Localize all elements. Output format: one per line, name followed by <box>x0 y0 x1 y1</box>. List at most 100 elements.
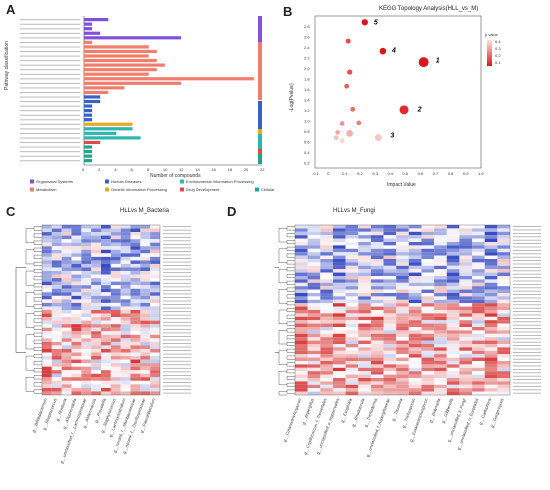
heatmap-cell <box>110 278 121 282</box>
heatmap-cell <box>370 367 384 372</box>
heatmap-cell <box>101 327 111 332</box>
heatmap-cell <box>434 340 447 344</box>
heatmap-cell <box>42 288 52 293</box>
heatmap-cell <box>71 380 82 385</box>
heatmap-cell <box>408 320 422 324</box>
heatmap-cell <box>421 378 435 382</box>
heatmap-cell <box>421 296 435 300</box>
heatmap-row-label <box>163 339 191 341</box>
heatmap-cell <box>497 225 510 229</box>
heatmap-cell <box>101 292 111 296</box>
heatmap-cell <box>421 371 435 375</box>
heatmap-cell <box>120 235 131 240</box>
heatmap-row-label <box>513 229 541 231</box>
heatmap-cell <box>91 387 101 392</box>
panel-a-group-strip <box>258 42 262 100</box>
heatmap-cell <box>446 252 460 256</box>
heatmap-row-label <box>163 272 191 274</box>
heatmap-cell <box>332 347 346 351</box>
heatmap-cell <box>140 246 151 250</box>
dendrogram-branch <box>278 228 287 243</box>
heatmap-cell <box>130 320 141 325</box>
heatmap-cell <box>150 288 160 293</box>
heatmap-cell <box>472 303 485 307</box>
heatmap-cell <box>150 302 160 307</box>
heatmap-row-label <box>163 392 191 394</box>
heatmap-cell <box>446 364 460 368</box>
heatmap-cell <box>408 337 422 341</box>
heatmap-cell <box>42 263 52 268</box>
heatmap-cell <box>484 354 498 358</box>
heatmap-column-label: g__Cadophora <box>478 397 492 425</box>
heatmap-cell <box>370 262 384 266</box>
heatmap-cell <box>345 269 359 273</box>
heatmap-cell <box>295 344 308 348</box>
heatmap-cell <box>396 371 409 375</box>
heatmap-cell <box>150 278 160 282</box>
heatmap-cell <box>101 285 111 289</box>
heatmap-cell <box>497 316 510 321</box>
heatmap-cell <box>358 252 371 256</box>
heatmap-cell <box>472 279 485 283</box>
heatmap-cell <box>459 357 473 361</box>
heatmap-cell <box>345 350 359 355</box>
heatmap-cell <box>110 348 121 353</box>
heatmap-cell <box>459 306 473 310</box>
heatmap-cell <box>51 324 62 328</box>
panel-a-bar <box>84 22 93 26</box>
heatmap-cell <box>81 320 92 325</box>
heatmap-cell <box>150 256 160 261</box>
heatmap-cell <box>345 327 359 331</box>
heatmap-cell <box>345 313 359 317</box>
heatmap-cell <box>472 313 485 317</box>
panel-a-bar <box>84 136 141 140</box>
panel-a-category-label <box>20 114 80 116</box>
heatmap-cell <box>472 350 485 355</box>
panel-b-point <box>345 38 351 44</box>
heatmap-cell <box>370 384 384 389</box>
heatmap-cell <box>150 260 160 264</box>
heatmap-cell <box>91 327 101 332</box>
heatmap-cell <box>110 352 121 357</box>
heatmap-cell <box>150 377 160 381</box>
heatmap-row-label <box>163 385 191 387</box>
heatmap-row-label <box>513 232 541 234</box>
heatmap-cell <box>497 265 510 270</box>
heatmap-cell <box>295 248 308 253</box>
heatmap-cell <box>81 235 92 240</box>
dendrogram-branch <box>286 280 295 285</box>
heatmap-cell <box>140 313 151 318</box>
heatmap-cell <box>396 286 409 290</box>
heatmap-cell <box>459 350 473 355</box>
heatmap-cell <box>61 338 72 342</box>
heatmap-cell <box>110 366 121 371</box>
heatmap-cell <box>446 374 460 378</box>
heatmap-cell <box>497 231 510 236</box>
heatmap-cell <box>320 228 333 232</box>
panel-a-xlabel: Number of compounds <box>150 173 201 179</box>
heatmap-cell <box>307 388 321 392</box>
heatmap-cell <box>472 259 485 263</box>
panel-b-xtick: 0.1 <box>342 171 348 176</box>
heatmap-cell <box>140 299 151 303</box>
heatmap-cell <box>345 333 359 338</box>
panel-b-ytick: 1.4 <box>304 97 310 102</box>
heatmap-cell <box>446 350 460 355</box>
heatmap-cell <box>42 278 52 282</box>
heatmap-cell <box>110 341 121 346</box>
heatmap-cell <box>421 248 435 253</box>
panel-b-point-label: 5 <box>374 19 378 26</box>
heatmap-cell <box>446 354 460 358</box>
heatmap-cell <box>396 238 409 242</box>
panel-b-point-label: 2 <box>417 106 422 113</box>
heatmap-cell <box>101 373 111 378</box>
heatmap-cell <box>408 367 422 372</box>
heatmap-cell <box>42 345 52 349</box>
heatmap-cell <box>434 269 447 273</box>
dendrogram-branch <box>278 391 287 396</box>
heatmap-cell <box>91 235 101 240</box>
heatmap-cell <box>421 269 435 273</box>
heatmap-cell <box>370 340 384 344</box>
dendrogram-branch <box>33 226 42 231</box>
heatmap-cell <box>120 341 131 346</box>
